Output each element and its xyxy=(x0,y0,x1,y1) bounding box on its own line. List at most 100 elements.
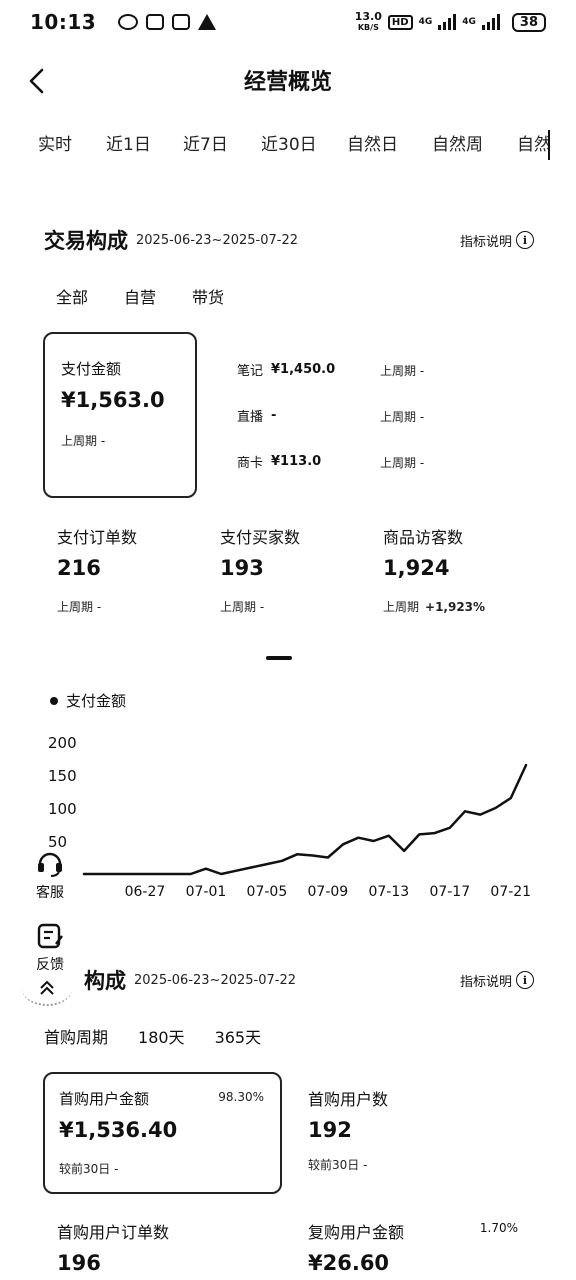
first-purchase-amount-card[interactable]: 首购用户金额 98.30% ¥1,536.40 较前30日 - xyxy=(43,1072,282,1194)
net-speed: 13.0 KB/S xyxy=(354,9,382,33)
net-speed-value: 13.0 xyxy=(354,9,382,23)
stat-label: 支付买家数 xyxy=(220,528,301,547)
customer-service-label: 客服 xyxy=(36,885,64,901)
stat-first-purchase-users[interactable]: 首购用户数 192 较前30日 - xyxy=(308,1086,388,1173)
breakdown-prev: 上周期 - xyxy=(380,410,425,424)
breakdown-live: 直播 - xyxy=(237,406,276,425)
y-tick-label: 150 xyxy=(48,767,77,785)
customer-service-button[interactable]: 客服 xyxy=(30,848,70,902)
time-range-tabs: 实时 近1日 近7日 近30日 自然日 自然周 自然 xyxy=(0,130,576,164)
y-tick-label: 100 xyxy=(48,800,77,818)
legend-label: 支付金额 xyxy=(66,692,127,710)
network-type-1: 4G xyxy=(418,17,433,27)
stat-label: 复购用户金额 xyxy=(308,1223,405,1242)
feedback-icon xyxy=(37,923,63,949)
breakdown-notes: 笔记 ¥1,450.0 xyxy=(237,360,335,379)
stat-paid-orders[interactable]: 支付订单数 216 上周期 - xyxy=(57,524,137,615)
tab-scroll-edge xyxy=(548,130,550,160)
collapse-up-button[interactable] xyxy=(22,972,72,1006)
breakdown-label: 笔记 xyxy=(237,364,264,379)
x-tick-label: 07-09 xyxy=(308,884,349,900)
tab-natural-month[interactable]: 自然 xyxy=(517,135,551,155)
purchase-period-tabs: 首购周期 180天 365天 xyxy=(44,1024,291,1048)
section-title: 交易构成 xyxy=(44,229,128,253)
x-tick-label: 07-13 xyxy=(368,884,409,900)
stat-value: 1,924 xyxy=(383,556,450,580)
metric-help-label: 指标说明 xyxy=(459,234,512,250)
tab-all[interactable]: 全部 xyxy=(56,288,89,307)
breakdown-product-card: 商卡 ¥113.0 xyxy=(237,452,321,471)
status-bar: 10:13 13.0 KB/S HD 4G 4G 38 xyxy=(0,0,576,44)
stat-change: +1,923% xyxy=(425,600,486,614)
stat-prev: 上周期 - xyxy=(57,598,137,615)
series-line xyxy=(82,763,528,876)
date-range: 2025-06-23~2025-07-22 xyxy=(134,972,296,988)
mountain-app-icon xyxy=(198,14,217,30)
breakdown-value: - xyxy=(271,408,277,423)
card-value: ¥1,536.40 xyxy=(59,1118,178,1142)
notification-icons xyxy=(118,14,217,30)
stat-prev: 上周期 - xyxy=(220,598,300,615)
stat-prev-label: 上周期 - xyxy=(220,600,265,614)
collapse-handle[interactable] xyxy=(266,656,292,660)
card-prev: 上周期 - xyxy=(61,434,106,448)
tab-last-30-days[interactable]: 近30日 xyxy=(261,135,317,155)
x-tick-label: 07-01 xyxy=(186,884,227,900)
stat-label: 商品访客数 xyxy=(383,528,464,547)
y-tick-label: 50 xyxy=(48,833,67,851)
tab-affiliate[interactable]: 带货 xyxy=(192,288,225,307)
message-icon xyxy=(172,14,191,30)
info-icon: i xyxy=(516,971,534,989)
tab-last-1-day[interactable]: 近1日 xyxy=(106,135,151,155)
category-tabs: 全部 自营 带货 xyxy=(56,284,224,308)
tab-self-operated[interactable]: 自营 xyxy=(124,288,157,307)
tab-last-7-days[interactable]: 近7日 xyxy=(183,135,228,155)
stat-percent: 1.70% xyxy=(479,1221,518,1235)
payment-amount-card[interactable]: 支付金额 ¥1,563.0 上周期 - xyxy=(43,332,197,498)
y-tick-label: 200 xyxy=(48,734,77,752)
net-speed-unit: KB/S xyxy=(357,22,379,32)
stat-product-visitors[interactable]: 商品访客数 1,924 上周期 +1,923% xyxy=(383,524,485,615)
stat-value: ¥26.60 xyxy=(308,1251,390,1275)
stat-label: 首购用户订单数 xyxy=(57,1223,170,1242)
first-purchase-section-header: 构成 2025-06-23~2025-07-22 指标说明 i xyxy=(84,962,534,998)
x-tick-label: 07-21 xyxy=(490,884,531,900)
chart-legend: 支付金额 xyxy=(50,690,126,711)
tab-natural-day[interactable]: 自然日 xyxy=(347,135,398,155)
breakdown-value: ¥113.0 xyxy=(271,454,322,469)
double-chevron-up-icon xyxy=(40,980,54,995)
stat-value: 196 xyxy=(57,1251,101,1275)
stat-paid-buyers[interactable]: 支付买家数 193 上周期 - xyxy=(220,524,300,615)
stat-label: 支付订单数 xyxy=(57,528,138,547)
breakdown-label: 直播 xyxy=(237,410,264,425)
network-type-2: 4G xyxy=(462,17,476,27)
breakdown-value: ¥1,450.0 xyxy=(271,362,336,377)
tab-natural-week[interactable]: 自然周 xyxy=(432,135,483,155)
tab-365-days[interactable]: 365天 xyxy=(214,1028,262,1047)
section-title: 构成 xyxy=(84,969,126,993)
stat-value: 192 xyxy=(308,1118,352,1142)
app-notification-icon xyxy=(146,14,165,30)
info-icon: i xyxy=(516,231,534,249)
stat-prev-label: 上周期 xyxy=(383,600,420,614)
card-value: ¥1,563.0 xyxy=(61,388,165,412)
card-prev: 较前30日 - xyxy=(59,1162,119,1176)
back-arrow-icon[interactable] xyxy=(24,66,54,96)
stat-value: 193 xyxy=(220,556,264,580)
tab-180-days[interactable]: 180天 xyxy=(138,1028,185,1047)
stat-prev-label: 上周期 - xyxy=(57,600,102,614)
stat-repeat-purchase-amount[interactable]: 复购用户金额 ¥26.60 1.70% xyxy=(308,1219,518,1275)
stat-first-purchase-orders[interactable]: 首购用户订单数 196 xyxy=(57,1219,169,1275)
card-label: 支付金额 xyxy=(61,360,122,378)
tab-realtime[interactable]: 实时 xyxy=(38,135,72,155)
metric-help-label: 指标说明 xyxy=(459,974,512,990)
metric-help-link[interactable]: 指标说明 i xyxy=(460,231,534,250)
stat-prev: 较前30日 - xyxy=(308,1158,368,1172)
metric-help-link[interactable]: 指标说明 i xyxy=(460,971,534,990)
stat-label: 首购用户数 xyxy=(308,1090,389,1109)
feedback-button[interactable]: 反馈 xyxy=(30,922,70,974)
wechat-icon xyxy=(118,14,139,30)
date-range: 2025-06-23~2025-07-22 xyxy=(136,232,298,248)
stat-prev: 上周期 +1,923% xyxy=(383,598,485,615)
signal-icon-2 xyxy=(481,14,500,30)
